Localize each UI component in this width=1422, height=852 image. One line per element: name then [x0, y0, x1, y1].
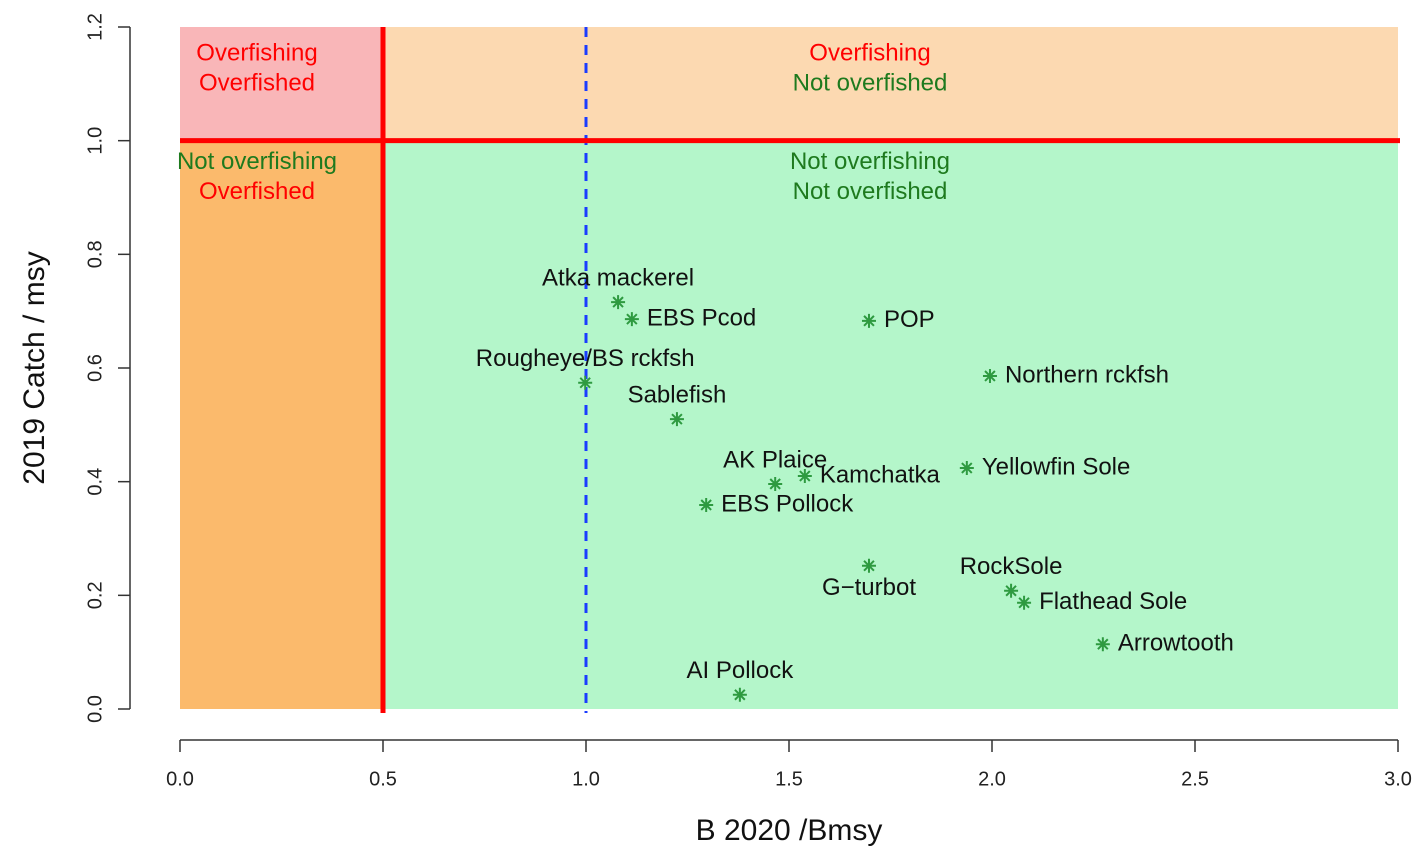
y-tick-label: 0.2 [84, 581, 106, 609]
quadrant-label: Not overfished [793, 178, 948, 205]
y-tick-label: 1.0 [84, 127, 106, 155]
point-label: Rougheye/BS rckfsh [476, 345, 695, 372]
point-label: EBS Pcod [647, 304, 756, 331]
y-tick-label: 0.6 [84, 354, 106, 382]
y-tick-label: 1.2 [84, 13, 106, 41]
point [578, 375, 593, 390]
quadrant-label: Not overfished [793, 69, 948, 96]
point-label: Atka mackerel [542, 264, 694, 291]
point-label: Flathead Sole [1039, 588, 1187, 615]
quadrant [180, 140, 383, 709]
point-label: EBS Pollock [721, 490, 854, 517]
point [797, 468, 812, 483]
point-label: Yellowfin Sole [982, 453, 1131, 480]
point [732, 687, 747, 702]
quadrant [383, 27, 1398, 141]
point-label: Northern rckfsh [1005, 361, 1169, 388]
point-label: G−turbot [822, 574, 916, 601]
x-tick-label: 0.0 [166, 768, 194, 790]
point-label: Sablefish [628, 381, 727, 408]
quadrant [180, 27, 383, 141]
point [768, 476, 783, 491]
point [861, 558, 876, 573]
point-label: Arrowtooth [1118, 630, 1234, 657]
point [669, 412, 684, 427]
point [624, 312, 639, 327]
quadrant-label: Not overfishing [177, 148, 337, 175]
point [1017, 595, 1032, 610]
x-axis-label: B 2020 /Bmsy [696, 814, 883, 847]
y-axis-label: 2019 Catch / msy [18, 251, 51, 484]
quadrant-label: Overfishing [196, 39, 317, 66]
point-label: Kamchatka [820, 461, 941, 488]
x-tick-label: 2.0 [978, 768, 1006, 790]
quadrant-label: Overfished [199, 178, 315, 205]
point [861, 313, 876, 328]
x-tick-label: 0.5 [369, 768, 397, 790]
point [699, 497, 714, 512]
point [611, 295, 626, 310]
point-label: POP [884, 306, 935, 333]
point [982, 368, 997, 383]
x-tick-label: 2.5 [1181, 768, 1209, 790]
quadrant-label: Not overfishing [790, 148, 950, 175]
point [959, 461, 974, 476]
y-tick-label: 0.0 [84, 695, 106, 723]
x-tick-label: 3.0 [1384, 768, 1412, 790]
x-tick-label: 1.5 [775, 768, 803, 790]
point-label: AI Pollock [687, 657, 795, 684]
y-tick-label: 0.4 [84, 468, 106, 496]
quadrant-label: Overfished [199, 69, 315, 96]
quadrant-label: Overfishing [809, 39, 930, 66]
point-label: RockSole [960, 553, 1063, 580]
x-tick-label: 1.0 [572, 768, 600, 790]
point [1004, 583, 1019, 598]
y-tick-label: 0.8 [84, 240, 106, 268]
quadrant [383, 140, 1398, 709]
point [1095, 637, 1110, 652]
point-label: AK Plaice [723, 446, 827, 473]
